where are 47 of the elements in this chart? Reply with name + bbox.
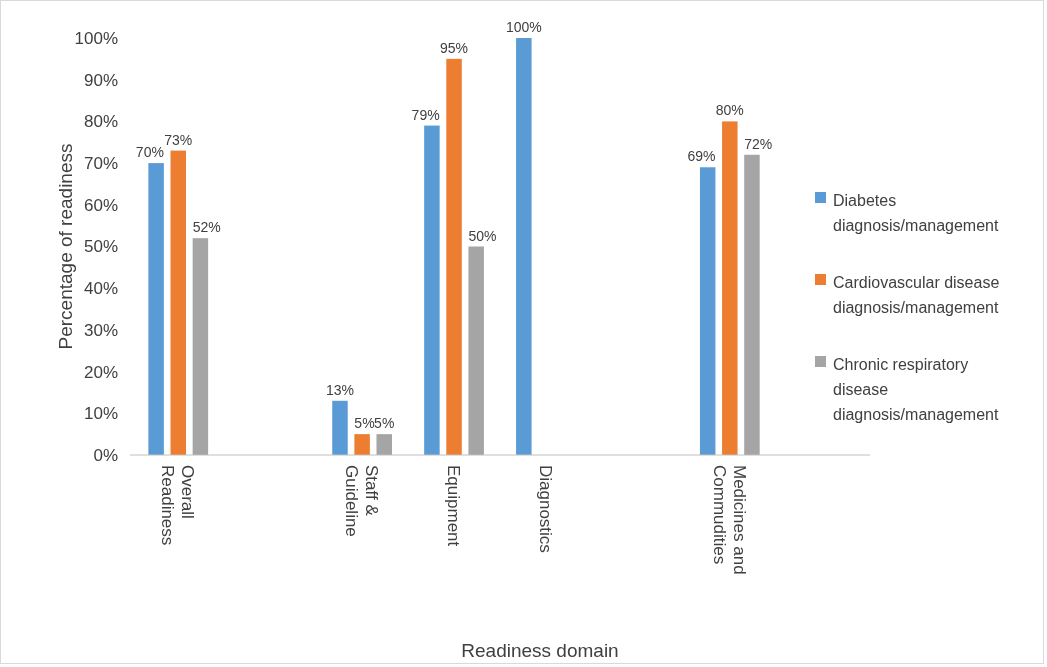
- legend-label: Chronic respiratory disease diagnosis/management: [833, 355, 999, 423]
- y-tick-label: 10%: [83, 404, 118, 424]
- x-tick-label: Diagnostics: [536, 465, 556, 553]
- bar: [170, 150, 187, 455]
- x-tick-label: Medicines and Commudities: [709, 465, 749, 575]
- bar: [148, 163, 164, 455]
- y-tick-label: 90%: [83, 70, 118, 90]
- data-label: 52%: [192, 219, 221, 236]
- y-tick-label: 60%: [83, 195, 118, 215]
- legend-label: Cardiovascular disease diagnosis/management: [833, 273, 1000, 316]
- y-tick-label: 30%: [83, 320, 118, 340]
- bar: [332, 400, 348, 455]
- y-tick-label: 100%: [74, 28, 118, 48]
- bar: [744, 154, 760, 455]
- data-label: 69%: [687, 148, 716, 165]
- bar: [424, 125, 440, 455]
- x-tick-label: Staff & Guideline: [342, 465, 382, 537]
- data-label: 80%: [715, 102, 744, 119]
- data-label: 70%: [135, 144, 164, 161]
- legend-label: Diabetes diagnosis/management: [833, 191, 999, 234]
- y-tick-label: 40%: [83, 279, 118, 299]
- data-label: 13%: [325, 381, 354, 398]
- y-tick-label: 80%: [83, 112, 118, 132]
- y-tick-label: 0%: [93, 445, 118, 465]
- bar: [468, 246, 484, 455]
- x-axis-title: Readiness domain: [461, 640, 619, 661]
- y-tick-label: 70%: [83, 154, 118, 174]
- y-tick-label: 20%: [83, 362, 118, 382]
- data-label: 79%: [411, 106, 440, 123]
- data-label: 72%: [744, 135, 773, 152]
- x-tick-label: Overall Readiness: [158, 465, 198, 546]
- bar: [192, 238, 209, 455]
- bar: [354, 434, 370, 455]
- y-tick-label: 50%: [83, 237, 118, 257]
- data-label: 5%: [374, 415, 395, 432]
- bar: [722, 121, 738, 455]
- y-axis-title: Percentage of readiness: [55, 143, 76, 350]
- data-label: 50%: [468, 227, 497, 244]
- bar: [446, 58, 462, 455]
- bar: [516, 38, 532, 455]
- x-tick-label: Equipment: [444, 465, 464, 547]
- data-label: 73%: [164, 131, 193, 148]
- bar: [699, 167, 716, 455]
- data-label: 100%: [505, 19, 542, 35]
- data-label: 95%: [440, 39, 469, 56]
- bar: [376, 434, 392, 455]
- data-label: 5%: [354, 415, 375, 432]
